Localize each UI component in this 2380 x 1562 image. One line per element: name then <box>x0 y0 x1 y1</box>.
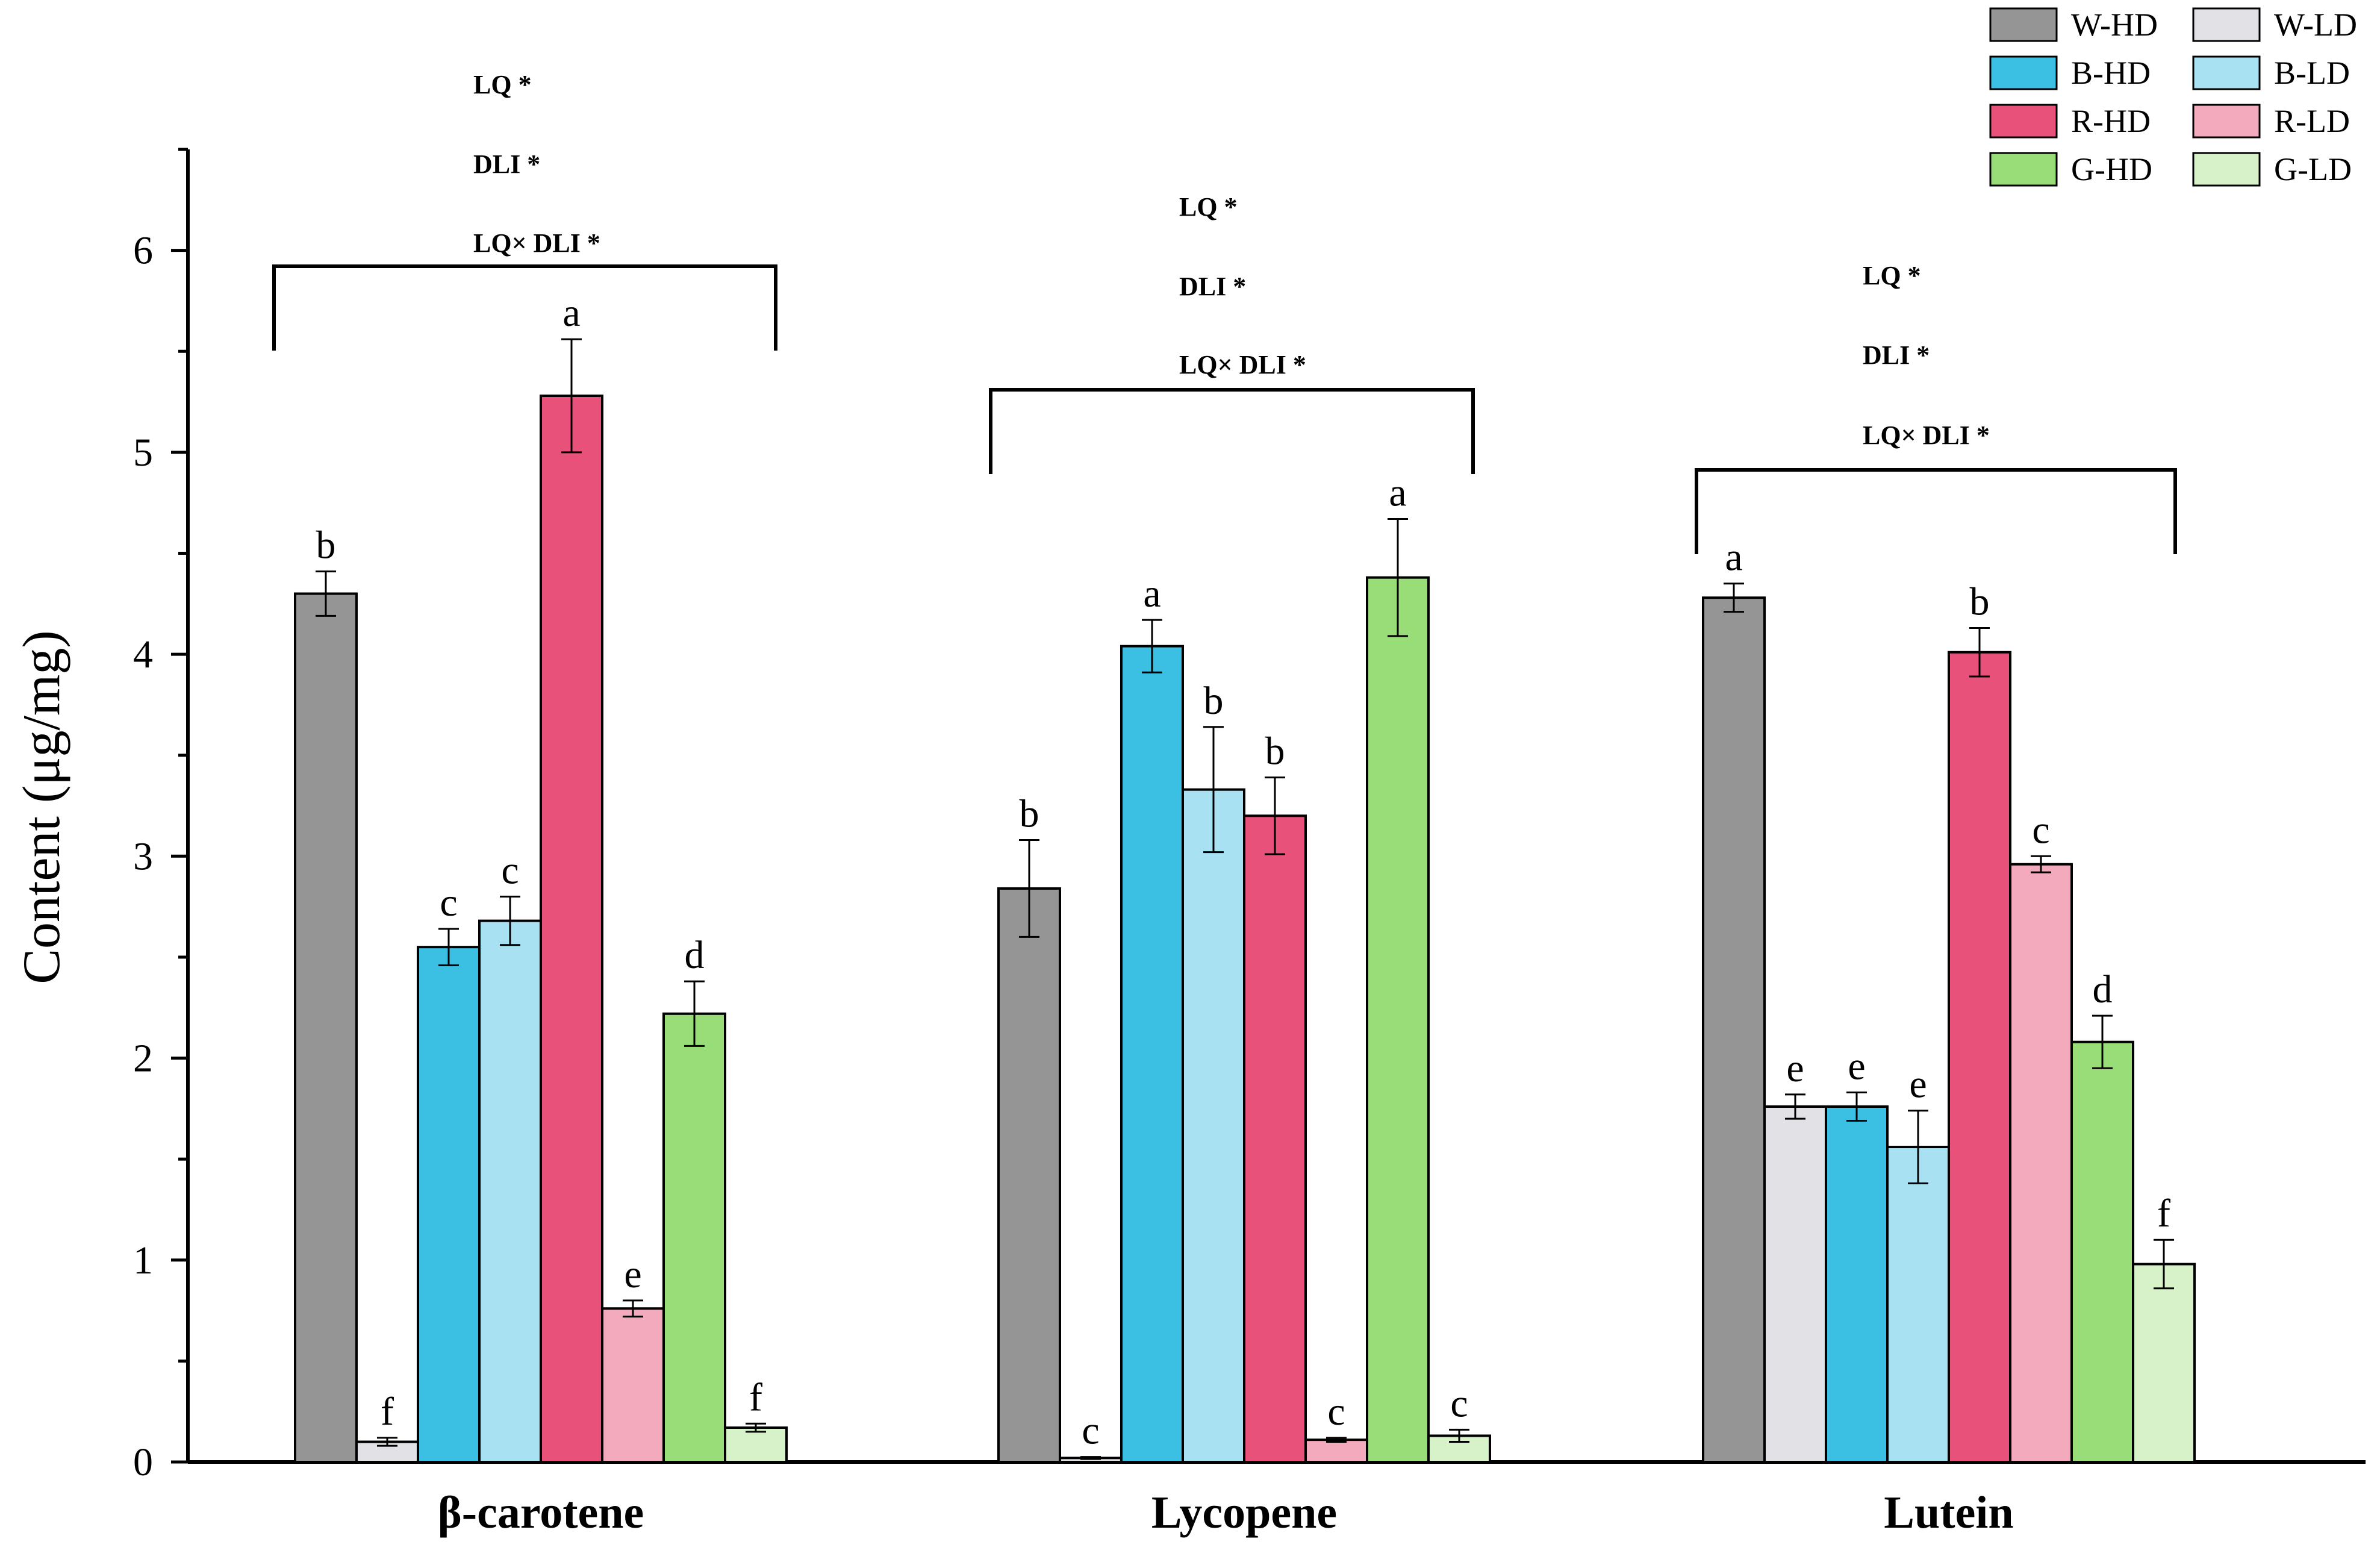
legend-swatch <box>2192 7 2261 42</box>
bar <box>1825 1105 1889 1464</box>
significance-letter: c <box>1327 1390 1345 1434</box>
significance-letter: b <box>316 523 336 567</box>
stat-annotation: LQ× DLI * <box>1179 350 1306 380</box>
significance-letter: c <box>440 881 457 925</box>
legend-label: W-LD <box>2274 7 2357 43</box>
y-tick-label: 0 <box>133 1440 153 1484</box>
legend-swatch <box>1989 7 2058 42</box>
annotations: LQ * DLI * LQ× DLI * LQ * DLI * LQ× DLI * LQ *… <box>272 70 2177 554</box>
significance-letter: a <box>562 291 580 335</box>
stat-annotation: LQ× DLI * <box>473 228 600 258</box>
bar <box>1120 645 1184 1463</box>
significance-letter: d <box>685 933 705 977</box>
stat-annotation: DLI * <box>1863 340 1930 370</box>
significance-bracket <box>272 264 777 351</box>
significance-letter: f <box>381 1390 394 1434</box>
bar <box>1886 1146 1950 1464</box>
significance-letter: b <box>1265 729 1285 773</box>
significance-bracket <box>989 388 1475 474</box>
legend-label: B-HD <box>2071 55 2151 91</box>
significance-letter: a <box>1389 470 1406 514</box>
significance-letter: c <box>1082 1409 1099 1453</box>
bar <box>478 919 542 1463</box>
significance-letter: b <box>1020 792 1039 836</box>
bar <box>2070 1040 2134 1463</box>
legend-swatch <box>2192 152 2261 187</box>
legend-label: W-HD <box>2071 7 2158 43</box>
bar <box>601 1307 665 1463</box>
significance-letter: e <box>1848 1045 1865 1089</box>
bar <box>2132 1263 2196 1464</box>
bar <box>997 887 1061 1463</box>
significance-letter: d <box>2093 967 2113 1011</box>
y-tick-label: 5 <box>133 431 153 475</box>
stat-annotation: DLI * <box>1179 272 1246 301</box>
significance-letter: c <box>2032 808 2049 852</box>
bar <box>1243 814 1307 1463</box>
significance-letter: a <box>1143 572 1160 616</box>
stat-annotation: LQ * <box>1863 261 1921 290</box>
bar <box>540 394 603 1463</box>
significance-letter: f <box>2157 1192 2170 1236</box>
significance-letter: c <box>1450 1381 1468 1425</box>
significance-letter: b <box>1204 679 1224 723</box>
legend-swatch <box>1989 104 2058 139</box>
bar <box>2009 863 2073 1463</box>
legend-swatch <box>2192 55 2261 90</box>
y-tick-label: 2 <box>133 1037 153 1081</box>
significance-letter: f <box>749 1375 762 1419</box>
significance-bracket <box>1695 468 2177 554</box>
significance-letter: b <box>1970 580 1990 623</box>
bar <box>1702 596 1766 1463</box>
significance-letter: c <box>501 848 519 892</box>
x-category-label: β-carotene <box>438 1487 644 1538</box>
bar <box>1304 1439 1368 1463</box>
bar <box>355 1440 419 1463</box>
legend-label: R-HD <box>2071 103 2151 139</box>
legend-label: G-LD <box>2274 151 2352 187</box>
significance-letter: a <box>1725 536 1742 580</box>
significance-letter: e <box>624 1252 641 1296</box>
bar <box>724 1426 788 1463</box>
y-tick-label: 6 <box>133 229 153 273</box>
bar <box>294 592 358 1463</box>
legend-swatch <box>2192 104 2261 139</box>
stat-annotation: LQ * <box>1179 192 1238 222</box>
legend-label: G-HD <box>2071 151 2152 187</box>
stat-annotation: LQ * <box>473 70 532 99</box>
stat-annotation: LQ× DLI * <box>1863 420 1990 450</box>
bar <box>1182 788 1245 1463</box>
y-tick-label: 4 <box>133 633 153 676</box>
bar <box>1948 651 2011 1463</box>
significance-letter: e <box>1909 1063 1927 1107</box>
legend-label: R-LD <box>2274 103 2350 139</box>
stat-annotation: DLI * <box>473 149 540 179</box>
legend-label: B-LD <box>2274 55 2350 91</box>
y-tick-label: 3 <box>133 834 153 878</box>
legend: W-HD W-LD B-HD B-LD R-HD R-LD G-HD G-LD <box>1989 7 2357 187</box>
bar <box>417 946 481 1463</box>
y-tick-label: 1 <box>133 1239 153 1282</box>
x-category-label: Lutein <box>1884 1487 2013 1538</box>
legend-swatch <box>1989 55 2058 90</box>
y-axis-label: Content (μg/mg) <box>13 630 71 984</box>
x-category-label: Lycopene <box>1151 1487 1337 1538</box>
bar <box>662 1012 726 1463</box>
bar <box>1366 576 1430 1463</box>
legend-swatch <box>1989 152 2058 187</box>
bar <box>1763 1105 1827 1464</box>
significance-letter: e <box>1786 1046 1804 1090</box>
